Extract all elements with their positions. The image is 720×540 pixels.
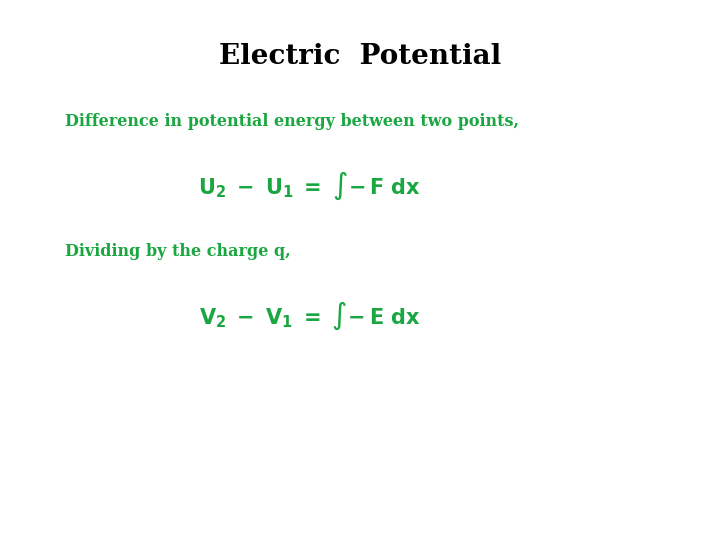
Text: Dividing by the charge q,: Dividing by the charge q, [65, 242, 290, 260]
Text: Electric  Potential: Electric Potential [219, 43, 501, 70]
Text: $\mathbf{V_2 \ - \ V_1 \ = \ \int \! - E \ dx}$: $\mathbf{V_2 \ - \ V_1 \ = \ \int \! - E… [199, 300, 420, 332]
Text: Difference in potential energy between two points,: Difference in potential energy between t… [65, 113, 519, 130]
Text: $\mathbf{U_2 \ - \ U_1 \ = \ \int \! - F \ dx}$: $\mathbf{U_2 \ - \ U_1 \ = \ \int \! - F… [198, 170, 421, 202]
